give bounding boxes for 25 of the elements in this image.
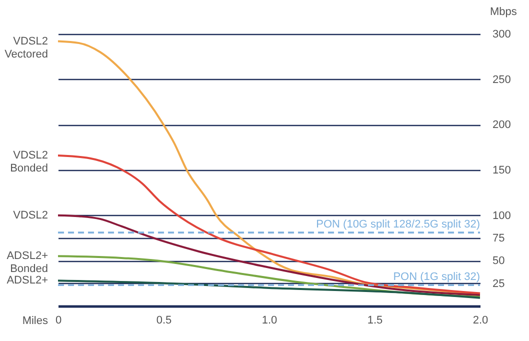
y-tick-label: 200	[492, 119, 511, 132]
line-series	[57, 154, 481, 294]
y-tick-label: 300	[492, 28, 511, 40]
y-tick-label: 50	[492, 255, 505, 268]
series-label: ADSL2+ Bonded	[6, 250, 48, 276]
line-series	[57, 214, 481, 296]
ref-line-label: PON (10G split 128/2.5G split 32)	[316, 218, 480, 231]
ref-line-label: PON (1G split 32)	[393, 271, 480, 284]
x-tick-label: 1.0	[262, 314, 278, 326]
series-label: VDSL2 Bonded	[10, 149, 48, 174]
y-tick-label: 250	[492, 74, 511, 86]
x-tick-label: 0.5	[156, 314, 172, 326]
y-tick-label: 25	[492, 278, 505, 290]
line-series	[57, 255, 481, 298]
y-tick-label: 150	[492, 164, 511, 176]
y-tick-label: 100	[492, 210, 511, 222]
y-axis-title: Mbps	[490, 6, 518, 18]
y-tick-label: 75	[492, 232, 505, 244]
x-axis-title: Miles	[22, 315, 48, 327]
x-tick-label: 2.0	[472, 314, 488, 326]
series-label: VDSL2 Vectored	[4, 35, 48, 60]
series-label: ADSL2+	[6, 274, 48, 287]
x-tick-label: 1.5	[367, 314, 383, 326]
series-label: VDSL2	[13, 209, 48, 222]
x-tick-label: 0	[55, 314, 62, 326]
